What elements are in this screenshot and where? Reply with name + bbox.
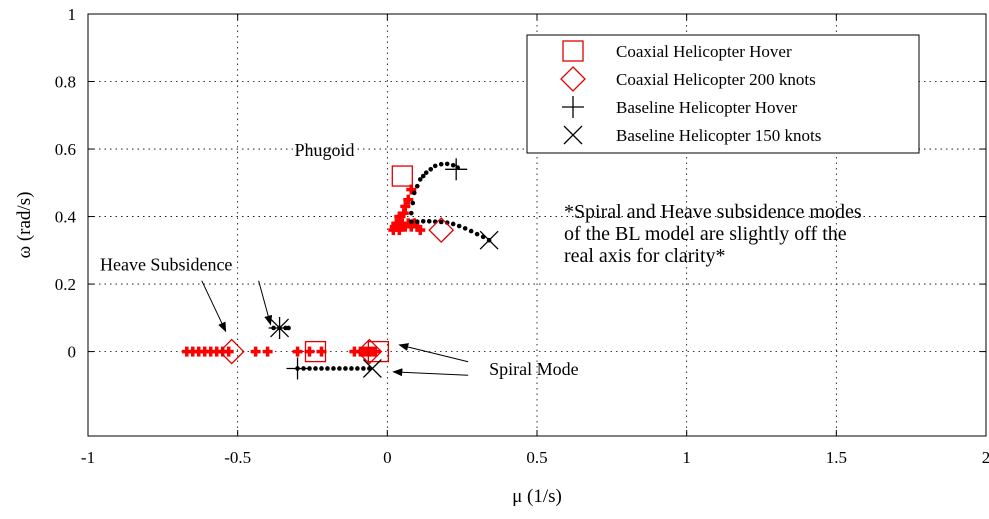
heave-subsidence-label: Heave Subsidence (100, 255, 232, 275)
annotations: Phugoid Heave Subsidence Spiral Mode *Spira… (100, 140, 862, 379)
axis-ticks: -1 -0.5 0 0.5 1 1.5 2 0 0.2 0.4 0.6 0.8 1 (55, 5, 989, 467)
series-markers (218, 158, 499, 380)
x-axis-label: μ (1/s) (512, 486, 562, 507)
annotation-arrow (201, 280, 227, 333)
locus-red-point (304, 346, 315, 357)
x-tick-label: 1.5 (826, 448, 847, 467)
clarity-note-line: *Spiral and Heave subsidence modes (564, 201, 862, 223)
annotation-arrow (398, 343, 469, 363)
locus-black-point (428, 166, 434, 172)
marker-plus (445, 158, 468, 181)
y-tick-label: 0 (68, 343, 77, 362)
x-tick-label: -1 (81, 448, 95, 467)
locus-black-point (313, 366, 318, 371)
marker-diamond (356, 338, 383, 365)
legend-box (526, 34, 920, 154)
locus-black-point (337, 366, 342, 371)
locus-black-point (420, 218, 426, 224)
locus-black-point (420, 173, 426, 179)
locus-black-point (414, 219, 420, 224)
locus-black-point (423, 170, 429, 175)
legend-entry: Coaxial Helicopter 200 knots (616, 70, 816, 89)
locus-black-point (410, 200, 416, 206)
x-tick-label: -0.5 (224, 448, 251, 467)
marker-plus (286, 357, 309, 380)
legend-entry: Baseline Helicopter 150 knots (616, 126, 821, 145)
y-tick-label: 0.6 (55, 140, 76, 159)
x-tick-label: 0 (383, 448, 392, 467)
x-b (563, 125, 583, 145)
locus-red-point (415, 225, 426, 236)
locus-black-point (319, 366, 324, 371)
legend: Coaxial Helicopter Hover Coaxial Helicopt… (526, 34, 920, 154)
y-tick-label: 0.4 (55, 208, 77, 227)
locus-black-point (450, 221, 456, 227)
locus-black-point (408, 210, 414, 216)
legend-marker-square (562, 40, 584, 62)
annotation-arrow (258, 280, 273, 326)
marker-square (391, 165, 413, 187)
locus-black-point (462, 226, 468, 231)
locus-black-point (474, 231, 480, 237)
legend-marker-plus (562, 96, 584, 118)
y-tick-label: 0.2 (55, 275, 76, 294)
x-tick-label: 1 (682, 448, 691, 467)
marker-square (304, 340, 327, 363)
marker-x (362, 359, 382, 378)
locus-black-point (331, 366, 336, 371)
locus-black-point (349, 366, 354, 371)
locus-black-point (307, 366, 312, 371)
legend-marker-diamond (560, 66, 586, 92)
root-loci (181, 161, 492, 371)
x-b (479, 230, 499, 250)
locus-black-point (343, 366, 348, 371)
locus-red-point (262, 346, 273, 357)
locus-black-point (355, 366, 360, 371)
locus-black-point (438, 161, 444, 167)
locus-black-point (414, 183, 420, 189)
locus-black-point (456, 223, 462, 229)
y-axis-label: ω (rad/s) (14, 192, 35, 259)
marker-x (479, 230, 499, 250)
marker-diamond (428, 217, 455, 243)
legend-entry: Baseline Helicopter Hover (616, 98, 798, 117)
y-tick-label: 0.8 (55, 73, 76, 92)
locus-black-point (408, 219, 414, 224)
locus-red-point (292, 346, 303, 357)
marker-x (270, 318, 290, 338)
locus-black-point (417, 177, 423, 182)
locus-red-point (398, 208, 409, 219)
y-tick-label: 1 (68, 5, 77, 24)
x-tick-label: 0.5 (526, 448, 547, 467)
locus-red-point (223, 346, 234, 357)
spiral-mode-label: Spiral Mode (489, 359, 579, 379)
clarity-note-line: real axis for clarity* (564, 245, 726, 267)
locus-black-point (411, 190, 417, 196)
legend-entry: Coaxial Helicopter Hover (616, 42, 792, 61)
locus-black-point (468, 228, 474, 234)
locus-black-point (361, 366, 366, 371)
locus-red-point (316, 346, 327, 357)
locus-red-point (370, 346, 381, 357)
locus-black-point (432, 163, 438, 169)
locus-black-point (325, 366, 330, 371)
x-tick-label: 2 (982, 448, 989, 467)
phugoid-label: Phugoid (295, 140, 355, 160)
locus-red-point (250, 346, 261, 357)
locus-black-point (438, 219, 444, 225)
legend-marker-x (563, 125, 583, 145)
locus-black-point (450, 162, 456, 168)
x-b (362, 359, 382, 378)
locus-red-point (403, 194, 414, 205)
locus-black-point (426, 218, 432, 224)
locus-black-point (444, 161, 450, 167)
annotation-arrow (392, 368, 469, 377)
clarity-note-line: of the BL model are slightly off the (564, 223, 847, 245)
marker-diamond (218, 338, 245, 365)
x-b (270, 318, 290, 338)
